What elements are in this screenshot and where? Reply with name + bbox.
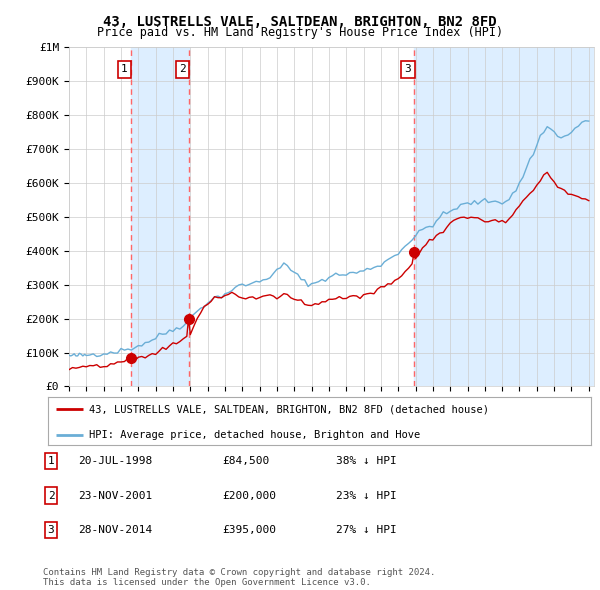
Text: 27% ↓ HPI: 27% ↓ HPI — [336, 525, 397, 535]
Text: 23-NOV-2001: 23-NOV-2001 — [78, 491, 152, 500]
Text: 38% ↓ HPI: 38% ↓ HPI — [336, 457, 397, 466]
Text: 3: 3 — [404, 64, 412, 74]
Text: 23% ↓ HPI: 23% ↓ HPI — [336, 491, 397, 500]
Text: 2: 2 — [179, 64, 186, 74]
Text: £395,000: £395,000 — [222, 525, 276, 535]
Bar — [414, 47, 594, 386]
Text: 1: 1 — [121, 64, 128, 74]
Text: 3: 3 — [47, 525, 55, 535]
Text: 43, LUSTRELLS VALE, SALTDEAN, BRIGHTON, BN2 8FD (detached house): 43, LUSTRELLS VALE, SALTDEAN, BRIGHTON, … — [89, 404, 489, 414]
Text: Contains HM Land Registry data © Crown copyright and database right 2024.
This d: Contains HM Land Registry data © Crown c… — [43, 568, 436, 587]
Bar — [131, 47, 188, 386]
Text: 20-JUL-1998: 20-JUL-1998 — [78, 457, 152, 466]
Text: 2: 2 — [47, 491, 55, 500]
Text: 43, LUSTRELLS VALE, SALTDEAN, BRIGHTON, BN2 8FD: 43, LUSTRELLS VALE, SALTDEAN, BRIGHTON, … — [103, 15, 497, 29]
Text: 28-NOV-2014: 28-NOV-2014 — [78, 525, 152, 535]
Text: 1: 1 — [47, 457, 55, 466]
Text: £84,500: £84,500 — [222, 457, 269, 466]
Text: £200,000: £200,000 — [222, 491, 276, 500]
Text: HPI: Average price, detached house, Brighton and Hove: HPI: Average price, detached house, Brig… — [89, 430, 420, 440]
Text: Price paid vs. HM Land Registry's House Price Index (HPI): Price paid vs. HM Land Registry's House … — [97, 26, 503, 39]
